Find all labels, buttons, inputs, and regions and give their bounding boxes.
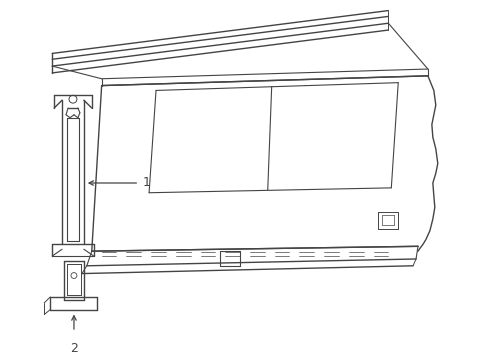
Text: 1: 1 <box>143 176 151 189</box>
Text: 2: 2 <box>70 342 78 355</box>
